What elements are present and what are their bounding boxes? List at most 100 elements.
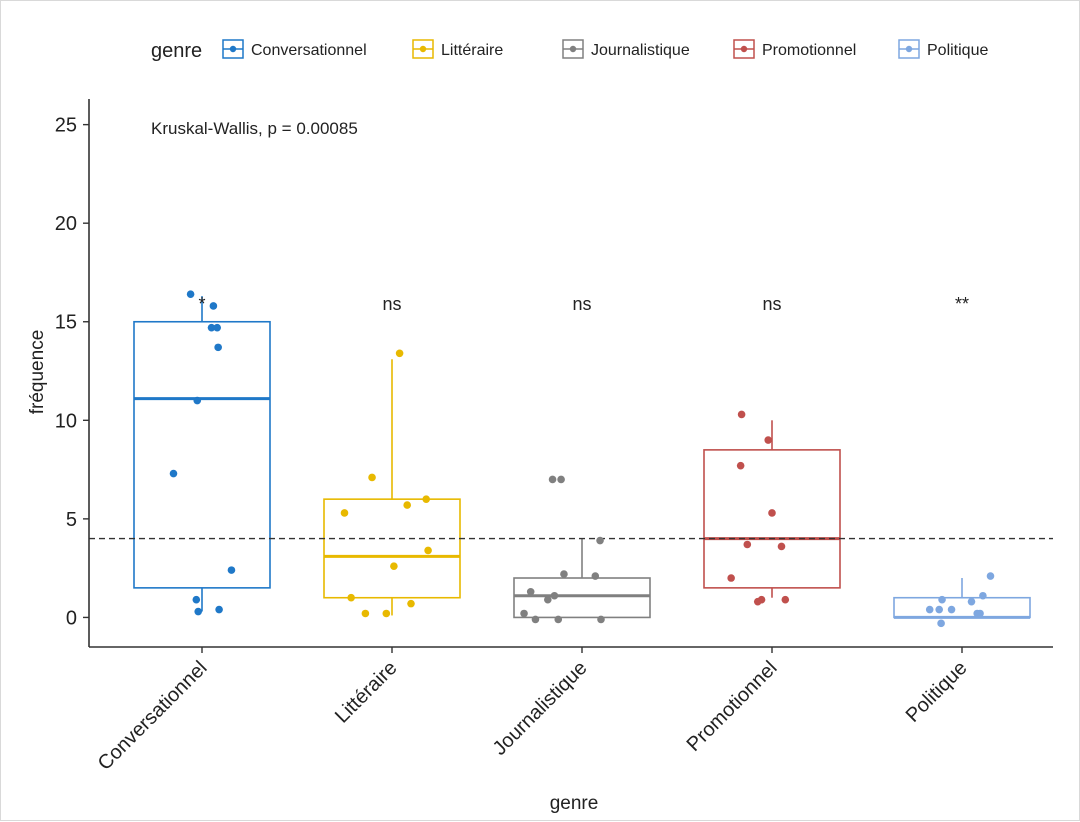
box-litteraire [323, 359, 461, 616]
legend-label-journalistique: Journalistique [591, 42, 690, 59]
data-point [422, 495, 431, 503]
data-point [520, 609, 528, 618]
x-tick-label-promotionnel: Promotionnel [683, 657, 782, 756]
box-journalistique [513, 538, 651, 619]
data-point [777, 542, 786, 551]
x-tick-label-politique: Politique [902, 657, 972, 727]
data-point [227, 566, 236, 574]
data-point [368, 473, 376, 482]
legend-key-dot [740, 45, 748, 53]
data-point [192, 595, 201, 604]
legend-label-conversationnel: Conversationnel [251, 42, 367, 59]
data-point [207, 323, 216, 332]
data-point [938, 595, 946, 604]
box-iqr [703, 449, 841, 589]
data-point [209, 302, 218, 310]
x-tick-label-litteraire: Littéraire [331, 657, 402, 728]
y-tick-label: 20 [55, 213, 77, 235]
data-point [215, 605, 223, 614]
x-axis-title: genre [550, 793, 599, 814]
data-point [424, 546, 432, 555]
data-point [544, 595, 552, 604]
data-point [986, 572, 995, 580]
data-point [937, 619, 945, 628]
data-point [596, 536, 604, 545]
significance-label: ns [762, 294, 781, 314]
legend-key-dot [905, 45, 913, 53]
legend-key-dot [229, 45, 237, 53]
legend-key-dot [569, 45, 577, 53]
legend-title: genre [151, 40, 202, 62]
data-point [947, 605, 956, 614]
plot-area: 0 5 10 15 20 25 Conversationnel Littéraire Journ… [55, 99, 1053, 775]
data-point [214, 343, 222, 352]
y-tick-label: 25 [55, 115, 77, 137]
box-iqr [893, 596, 1031, 619]
significance-label: ns [572, 294, 591, 314]
data-point [390, 562, 398, 570]
significance-label: * [198, 294, 205, 314]
data-point [925, 605, 934, 614]
legend-key-dot [419, 45, 427, 53]
data-point [743, 540, 752, 549]
data-point [979, 591, 987, 600]
data-point [548, 475, 557, 484]
box-conversationnel [133, 296, 271, 612]
box-promotionnel [703, 420, 841, 598]
y-tick-label: 5 [66, 509, 77, 531]
box-iqr [513, 577, 651, 619]
legend-item-conversationnel: Conversationnel [222, 39, 367, 59]
data-point [361, 609, 370, 618]
data-point [554, 615, 563, 624]
data-point [193, 396, 202, 405]
box-iqr [133, 320, 271, 589]
data-point [736, 461, 745, 470]
data-point [186, 290, 195, 298]
data-point [169, 469, 178, 478]
significance-label: ns [382, 294, 401, 314]
data-point [194, 607, 202, 616]
kruskal-wallis-annotation: Kruskal-Wallis, p = 0.00085 [151, 119, 358, 138]
data-point [764, 436, 772, 444]
data-point [340, 509, 349, 517]
x-tick-label-conversationnel: Conversationnel [94, 657, 212, 775]
data-point [591, 572, 600, 580]
y-tick-label: 15 [55, 312, 77, 334]
data-point [737, 410, 746, 419]
data-point [382, 609, 391, 618]
data-point [935, 605, 943, 614]
data-point [727, 574, 735, 582]
data-point [347, 593, 355, 602]
legend-item-litteraire: Littéraire [412, 39, 503, 59]
data-point [403, 501, 412, 509]
y-tick-label: 10 [55, 410, 77, 432]
data-point [753, 597, 762, 606]
x-tick-label-journalistique: Journalistique [489, 657, 592, 760]
legend-label-promotionnel: Promotionnel [762, 42, 856, 59]
legend: genre [151, 40, 202, 62]
data-point [557, 475, 565, 484]
legend-label-litteraire: Littéraire [441, 42, 503, 59]
legend-items: Conversationnel Littéraire Journalistique P… [222, 39, 988, 59]
data-point [597, 615, 605, 624]
data-point [395, 349, 404, 358]
data-point [526, 588, 535, 596]
data-point [407, 599, 415, 608]
data-point [560, 570, 568, 578]
significance-label: ** [955, 294, 969, 314]
data-point [213, 323, 221, 332]
legend-item-promotionnel: Promotionnel [733, 39, 856, 59]
box-politique [893, 578, 1031, 619]
data-point [531, 615, 540, 624]
legend-item-journalistique: Journalistique [562, 39, 690, 59]
y-tick-label: 0 [66, 607, 77, 629]
data-point [976, 609, 984, 618]
data-point [768, 509, 776, 517]
data-point [781, 595, 790, 604]
y-axis-title: fréquence [27, 330, 48, 415]
legend-label-politique: Politique [927, 42, 988, 59]
data-point [967, 597, 976, 606]
data-point [550, 591, 559, 600]
